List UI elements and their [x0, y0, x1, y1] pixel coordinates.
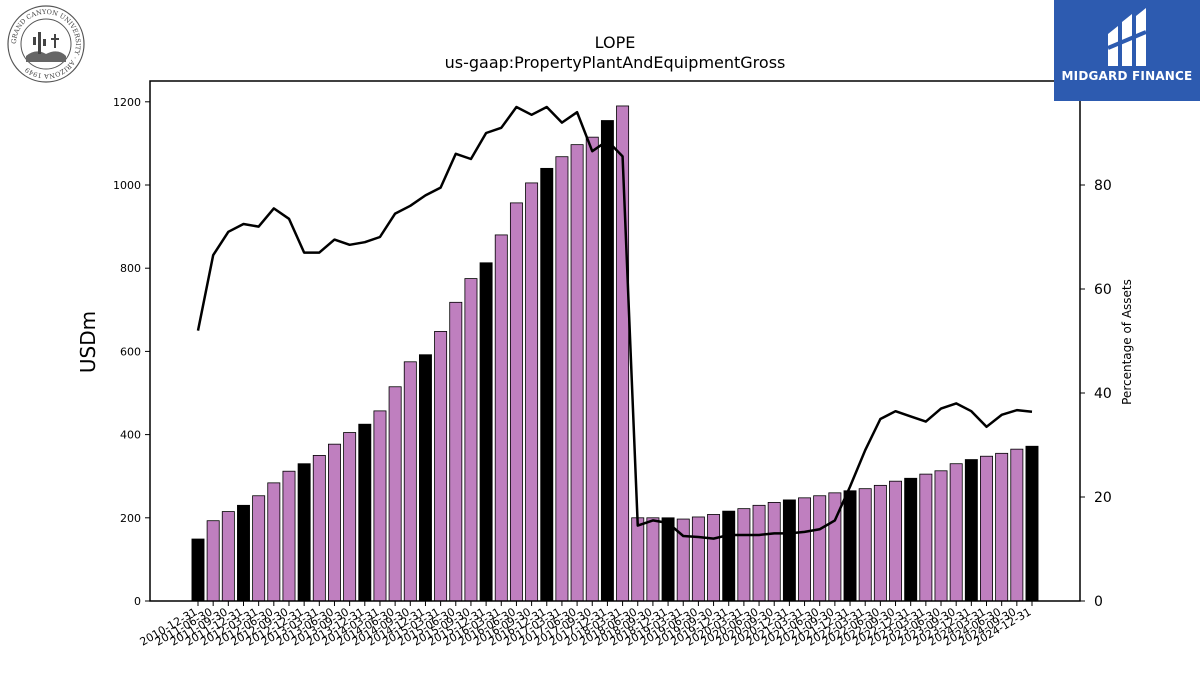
bar: [646, 517, 660, 602]
bar: [858, 488, 872, 602]
bar: [934, 470, 948, 602]
series-line: [196, 105, 1033, 540]
university-seal-icon: GRAND CANYON UNIVERSITY · ARIZONA 1949: [7, 5, 85, 83]
bar: [843, 490, 857, 602]
bar: [373, 410, 387, 602]
bar: [191, 538, 205, 602]
bar: [267, 482, 281, 602]
y-tick-label: 400: [120, 429, 141, 442]
bar: [767, 502, 781, 602]
bar: [691, 516, 705, 602]
bar: [919, 473, 933, 602]
bar: [782, 499, 796, 602]
bar: [525, 182, 539, 602]
university-logo: GRAND CANYON UNIVERSITY · ARIZONA 1949: [6, 4, 86, 84]
bar: [464, 278, 478, 602]
bar: [555, 156, 569, 602]
y2-tick-label: 40: [1094, 386, 1112, 402]
chart-subtitle: us-gaap:PropertyPlantAndEquipmentGross: [445, 53, 786, 72]
bar: [388, 386, 402, 602]
y-axis-label: USDm: [76, 311, 100, 373]
bar: [343, 432, 357, 602]
bar: [358, 423, 372, 602]
bar: [237, 504, 250, 602]
bar: [403, 361, 417, 602]
bar: [1025, 445, 1039, 602]
bar: [540, 167, 554, 602]
bar: [600, 120, 614, 602]
y-tick-label: 800: [120, 262, 141, 275]
bar: [312, 454, 326, 602]
bar: [813, 495, 827, 602]
bar: [494, 234, 508, 602]
bar: [964, 459, 978, 602]
plot-frame: [149, 80, 1081, 602]
y-tick-label: 0: [134, 595, 141, 608]
bar: [1010, 448, 1024, 602]
midgard-finance-logo: MIDGARD FINANCE: [1054, 0, 1200, 101]
bar: [995, 452, 1009, 602]
bar: [206, 520, 220, 602]
bar: [252, 495, 266, 602]
midgard-brand-text: MIDGARD FINANCE: [1061, 69, 1193, 83]
chart-title: LOPE: [595, 33, 636, 52]
bar: [904, 477, 918, 602]
y2-tick-label: 20: [1094, 490, 1112, 506]
bar: [418, 354, 432, 602]
bar: [737, 508, 751, 602]
bar: [479, 262, 493, 602]
bar: [434, 331, 448, 602]
bar: [328, 443, 341, 602]
bar: [873, 484, 887, 602]
bar: [798, 497, 812, 602]
y2-axis-label: Percentage of Assets: [1120, 279, 1134, 405]
bar: [707, 514, 721, 602]
bar: [752, 504, 766, 602]
bar: [221, 511, 235, 602]
bar: [509, 202, 523, 602]
bar: [889, 480, 902, 602]
y-tick-label: 1000: [113, 179, 141, 192]
bar: [570, 144, 584, 602]
y-tick-label: 1200: [113, 96, 141, 109]
bar: [661, 517, 675, 602]
bar: [297, 463, 311, 602]
bar: [980, 455, 993, 602]
plot-area: 0200400600800100012000204060802010-12-31…: [113, 80, 1112, 649]
bar: [282, 470, 296, 602]
y2-tick-label: 0: [1094, 594, 1103, 610]
bar: [631, 517, 645, 602]
bar: [449, 301, 463, 602]
midgard-mark-icon: [1107, 8, 1147, 66]
bar: [585, 136, 599, 602]
bar: [949, 463, 963, 602]
bar: [722, 510, 736, 602]
y-tick-label: 200: [120, 512, 141, 525]
y-tick-label: 600: [120, 345, 141, 358]
y2-tick-label: 80: [1094, 178, 1112, 194]
y2-tick-label: 60: [1094, 282, 1112, 298]
